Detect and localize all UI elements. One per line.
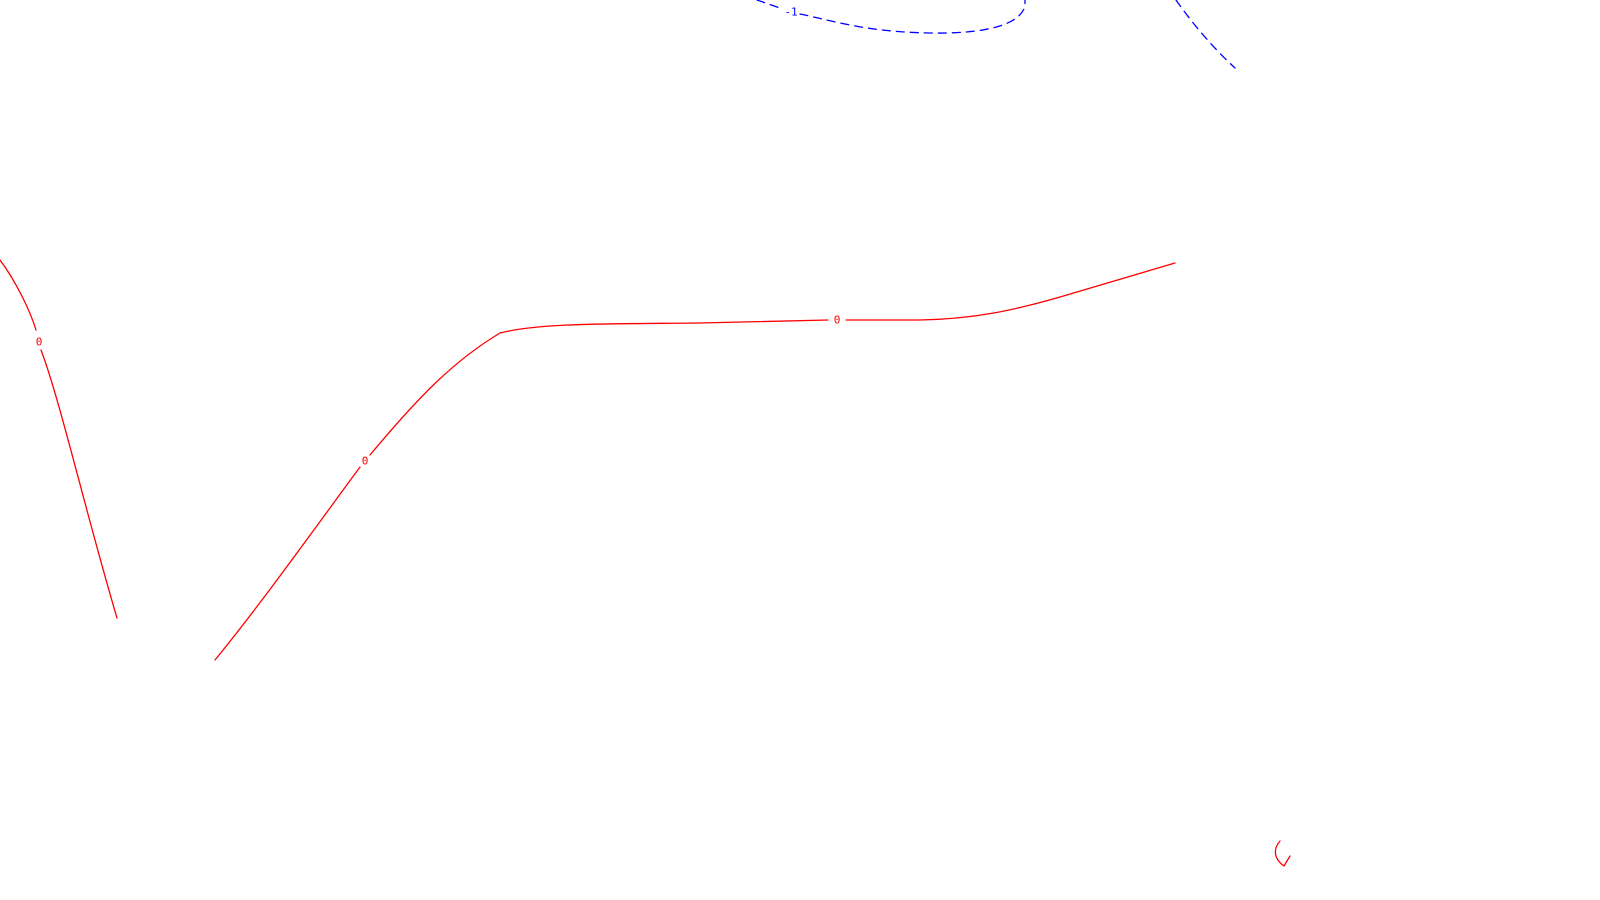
contour-label-zero-left: 0 [36, 336, 43, 349]
contour-line-zero-fragment [1274, 840, 1291, 867]
contour-label-zero-plateau: 0 [834, 314, 841, 327]
contour-line-zero-center [214, 262, 1176, 661]
contour-line-negative [756, 0, 1026, 34]
contour-label-negative: -1 [784, 6, 797, 19]
contour-line-negative-fragment [1175, 0, 1236, 69]
contour-label-zero-diagonal: 0 [362, 455, 369, 468]
contour-line-zero-left [0, 259, 118, 619]
